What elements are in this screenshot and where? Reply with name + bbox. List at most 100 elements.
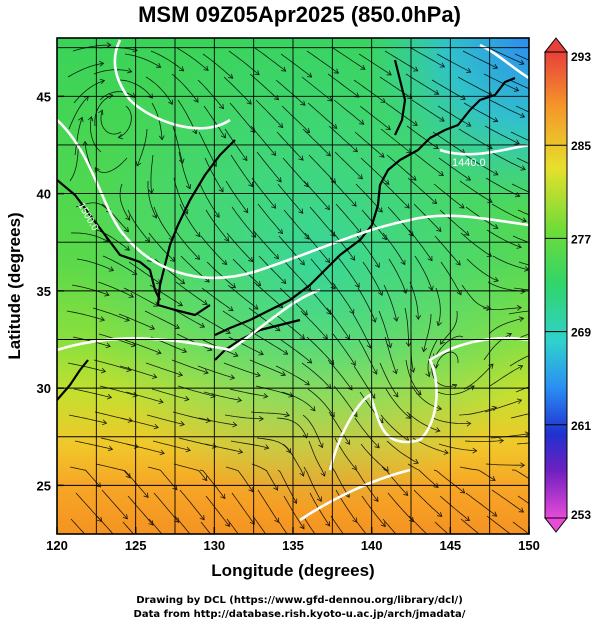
streamline-arrow: [400, 259, 406, 266]
streamline: [92, 307, 130, 321]
streamline: [330, 515, 344, 534]
streamline: [489, 365, 523, 387]
streamline: [254, 47, 286, 72]
streamline: [230, 440, 269, 449]
streamline-arrow: [82, 140, 89, 146]
streamline-arrow: [155, 62, 162, 68]
streamline-arrow: [408, 231, 414, 237]
streamline-arrow: [128, 292, 134, 298]
streamline: [515, 105, 529, 113]
streamline-arrow: [292, 498, 298, 504]
streamline-arrow: [349, 543, 353, 548]
streamline: [458, 406, 497, 416]
streamline-arrow: [469, 385, 475, 391]
streamline-arrow: [490, 476, 496, 481]
streamline-arrow: [540, 349, 545, 354]
streamline: [310, 258, 336, 290]
streamline: [122, 521, 135, 534]
streamline: [153, 206, 174, 241]
streamline: [224, 414, 264, 420]
streamline-arrow: [366, 343, 372, 349]
streamline-arrow: [224, 236, 230, 242]
axis-ticks: 120 125 130 135 140 145 150 25 30 35 40 45: [37, 89, 540, 553]
streamline-arrow: [184, 395, 190, 402]
streamline: [411, 99, 445, 122]
streamline-arrow: [491, 511, 498, 517]
streamline: [353, 79, 386, 103]
streamline-arrow: [350, 255, 356, 261]
streamline-arrow: [177, 371, 184, 377]
streamline: [437, 105, 471, 127]
streamline-arrow: [169, 544, 174, 549]
streamline: [231, 206, 257, 238]
streamline: [379, 76, 413, 99]
streamline-arrow: [177, 301, 184, 307]
streamline: [518, 261, 529, 266]
streamline-arrow: [521, 217, 527, 223]
colorbar-label: 285: [571, 139, 591, 153]
streamline: [362, 261, 383, 296]
streamline-arrow: [274, 517, 280, 523]
streamline-arrow: [299, 471, 305, 477]
streamline-arrow: [540, 92, 545, 97]
streamline: [200, 235, 227, 265]
streamline: [151, 388, 189, 400]
streamline: [175, 281, 208, 305]
streamline: [136, 128, 148, 167]
streamline: [145, 362, 183, 376]
streamline-arrow: [218, 187, 224, 193]
streamline: [249, 359, 286, 376]
x-tick-label: 145: [439, 538, 461, 553]
streamline: [406, 411, 441, 432]
streamline: [492, 255, 529, 271]
streamline: [361, 209, 387, 240]
streamline: [258, 255, 287, 284]
streamline: [128, 261, 161, 285]
streamline-arrow: [433, 482, 439, 489]
streamline-arrow: [350, 360, 356, 366]
streamline: [334, 151, 363, 180]
streamline: [491, 203, 527, 222]
streamline: [515, 386, 529, 393]
colorbar-label: 269: [571, 326, 591, 340]
streamline-arrow: [185, 184, 192, 190]
streamline: [151, 102, 163, 140]
streamline: [412, 151, 444, 176]
streamline: [94, 157, 128, 174]
streamline: [257, 203, 283, 234]
streamline-arrow: [519, 112, 526, 118]
streamline-arrow: [280, 66, 287, 72]
streamline: [171, 73, 199, 103]
streamline: [281, 105, 310, 133]
streamline: [176, 333, 213, 351]
streamline: [68, 95, 89, 130]
streamline-arrow: [264, 444, 270, 450]
streamline-arrow: [99, 60, 105, 67]
streamline-arrow: [220, 133, 226, 139]
streamline-arrow: [122, 514, 128, 520]
streamline-arrow: [123, 226, 130, 233]
streamline: [457, 76, 493, 96]
streamline: [124, 339, 162, 354]
streamline-arrow: [99, 316, 106, 322]
streamline-arrow: [117, 133, 124, 140]
streamline-arrow: [436, 226, 442, 232]
streamline-arrow: [384, 179, 390, 185]
streamline: [433, 183, 465, 209]
colorbar-label: 293: [571, 50, 591, 64]
streamline: [278, 235, 305, 266]
streamline: [380, 414, 410, 442]
streamline: [433, 469, 465, 494]
streamline: [485, 463, 525, 466]
streamline-arrow: [178, 66, 185, 72]
streamline: [275, 79, 306, 106]
streamline: [199, 183, 220, 218]
streamline: [489, 99, 525, 118]
streamline: [513, 287, 529, 291]
streamline: [302, 128, 331, 157]
streamline: [384, 336, 397, 374]
streamline: [173, 463, 208, 481]
streamline-arrow: [393, 316, 399, 322]
streamline-arrow: [108, 93, 114, 99]
streamline-arrow: [466, 121, 472, 127]
